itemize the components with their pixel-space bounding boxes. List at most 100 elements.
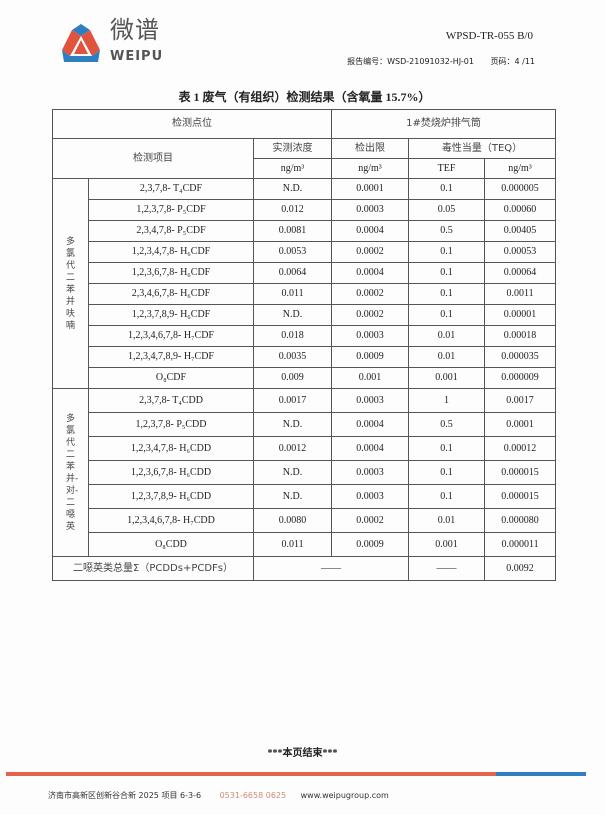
tef-value: 0.001 [408, 367, 486, 389]
tef-value: 1 [408, 388, 486, 413]
detection-limit: 0.0004 [331, 220, 410, 242]
table-row: 1,2,3,4,7,8- H₆CDD 0.0012 0.0004 0.1 0.00012 [53, 436, 557, 461]
detection-limit: 0.001 [331, 367, 410, 389]
compound-name: 1,2,3,7,8- P₅CDD [88, 412, 254, 437]
table-row: 1,2,3,7,8- P₅CDD N.D. 0.0004 0.5 0.0001 [53, 412, 557, 437]
tef-value: 0.1 [408, 241, 486, 263]
measured-conc: N.D. [252, 460, 333, 485]
location-label: 检测点位 [51, 109, 333, 139]
table-row: 1,2,3,7,8,9- H₆CDF N.D. 0.0002 0.1 0.00001 [53, 304, 557, 326]
teq-value: 0.000015 [484, 484, 557, 509]
tef-value: 0.1 [408, 283, 486, 305]
compound-name: 1,2,3,4,7,8- H₆CDF [88, 241, 254, 263]
page-end-marker: ***本页结束*** [267, 748, 338, 759]
table-row: O₈CDF 0.009 0.001 0.001 0.000009 [53, 367, 557, 389]
footer-phone: 0531-6658 0625 [219, 791, 287, 800]
compound-name: O₈CDD [88, 532, 254, 557]
tef-value: 0.1 [408, 178, 486, 200]
compound-name: 1,2,3,7,8- P₅CDF [88, 199, 254, 221]
measured-conc: 0.009 [252, 367, 333, 389]
measured-conc: 0.0064 [252, 262, 333, 284]
group-label: 多氯代二苯并呋喃 [52, 178, 89, 389]
measured-conc: 0.018 [252, 325, 333, 347]
detection-limit: 0.0003 [331, 388, 410, 413]
measured-conc: 0.011 [252, 283, 333, 305]
total-teq: 0.0092 [484, 556, 557, 581]
item-label: 检测项目 [52, 138, 254, 179]
compound-name: 1,2,3,6,7,8- H₆CDD [88, 460, 254, 485]
table-row: 2,3,4,6,7,8- H₆CDF 0.011 0.0002 0.1 0.0011 [53, 283, 557, 305]
detection-limit: 0.0004 [331, 436, 410, 461]
compound-name: 1,2,3,4,6,7,8- H₇CDD [88, 508, 254, 533]
table-row: 多氯代二苯并-对-二噁英 2,3,7,8- T₄CDD 0.0017 0.0003 1 0… [52, 388, 557, 557]
table-row: 1,2,3,4,7,8- H₆CDF 0.0053 0.0002 0.1 0.00053 [53, 241, 557, 263]
tef-value: 0.1 [408, 304, 486, 326]
compound-name: 2,3,7,8- T₄CDD [88, 388, 254, 413]
teq-value: 0.00018 [484, 325, 557, 347]
teq-value: 0.00053 [484, 241, 557, 263]
limit-label: 检出限 [331, 138, 410, 159]
total-label: 二噁英类总量Σ（PCDDs+PCDFs） [52, 556, 254, 581]
header-row-location: 检测点位 1#焚烧炉排气筒 [51, 109, 557, 139]
tef-value: 0.01 [408, 346, 486, 368]
measured-conc: N.D. [252, 412, 333, 437]
footer-website[interactable]: www.weipugroup.com [300, 791, 389, 800]
report-number-label: 报告编号： [347, 57, 388, 66]
table-row: 2,3,4,7,8- P₅CDF 0.0081 0.0004 0.5 0.00405 [53, 220, 557, 242]
table-title: 表 1 废气（有组织）检测结果（含氧量 15.7%） [178, 90, 431, 104]
detection-limit: 0.0009 [331, 346, 410, 368]
table-row: 1,2,3,4,6,7,8- H₇CDD 0.0080 0.0002 0.01 0.00… [53, 508, 557, 533]
table-row: 多氯代二苯并呋喃 2,3,7,8- T₄CDF N.D. 0.0001 0.1 0.000… [52, 178, 557, 389]
detection-limit: 0.0003 [331, 325, 410, 347]
report-number: WSD-21091032-HJ-01 [387, 57, 474, 66]
table-row: 1,2,3,7,8- P₅CDF 0.012 0.0003 0.05 0.00060 [53, 199, 557, 221]
measured-conc: 0.0035 [252, 346, 333, 368]
tef-value: 0.01 [408, 325, 486, 347]
total-conc: —— [252, 556, 410, 581]
tef-value: 0.1 [408, 436, 486, 461]
measured-conc: 0.0081 [252, 220, 333, 242]
teq-value: 0.00001 [484, 304, 557, 326]
teq-value: 0.00012 [484, 436, 557, 461]
group-label: 多氯代二苯并-对-二噁英 [52, 388, 89, 557]
limit-unit: ng/m³ [331, 158, 410, 179]
teq-value: 0.000005 [484, 178, 557, 200]
teq-value: 0.000011 [484, 532, 557, 557]
conc-unit: ng/m³ [252, 158, 333, 179]
teq-value: 0.000009 [484, 367, 557, 389]
measured-conc: 0.0080 [252, 508, 333, 533]
compound-name: 1,2,3,4,6,7,8- H₇CDF [88, 325, 254, 347]
table-row: O₈CDD 0.011 0.0009 0.001 0.000011 [53, 532, 557, 557]
teq-value: 0.000080 [484, 508, 557, 533]
detection-limit: 0.0001 [331, 178, 410, 200]
teq-label: 毒性当量（TEQ） [408, 138, 557, 159]
brand-name-en: WEIPU [110, 49, 164, 64]
teq-value: 0.0017 [484, 388, 557, 413]
detection-limit: 0.0002 [331, 283, 410, 305]
compound-name: O₈CDF [88, 367, 254, 389]
table-row: 1,2,3,4,6,7,8- H₇CDF 0.018 0.0003 0.01 0.000… [53, 325, 557, 347]
measured-conc: 0.0012 [252, 436, 333, 461]
tef-label: TEF [408, 158, 486, 179]
tef-value: 0.5 [408, 412, 486, 437]
brand-name-cn: 微谱 [110, 16, 160, 44]
detection-limit: 0.0002 [331, 508, 410, 533]
detection-limit: 0.0004 [331, 262, 410, 284]
measured-conc: 0.0053 [252, 241, 333, 263]
conc-label: 实测浓度 [252, 138, 333, 159]
header-row-columns: 检测项目 实测浓度 检出限 毒性当量（TEQ） [52, 138, 557, 179]
table-row: 1,2,3,6,7,8- H₆CDF 0.0064 0.0004 0.1 0.00064 [53, 262, 557, 284]
report-info: 报告编号：WSD-21091032-HJ-01 页码：4 /11 [347, 57, 535, 67]
table-row: 1,2,3,4,7,8,9- H₇CDF 0.0035 0.0009 0.01 0.00… [53, 346, 557, 368]
total-tef: —— [408, 556, 486, 581]
detection-limit: 0.0003 [331, 460, 410, 485]
table-row: 1,2,3,6,7,8- H₆CDD N.D. 0.0003 0.1 0.000015 [53, 460, 557, 485]
group-name: 多氯代二苯并呋喃 [66, 236, 76, 331]
detection-limit: 0.0003 [331, 199, 410, 221]
tef-value: 0.05 [408, 199, 486, 221]
tef-value: 0.01 [408, 508, 486, 533]
detection-limit: 0.0002 [331, 241, 410, 263]
detection-limit: 0.0009 [331, 532, 410, 557]
document-code: WPSD-TR-055 B/0 [445, 30, 533, 42]
